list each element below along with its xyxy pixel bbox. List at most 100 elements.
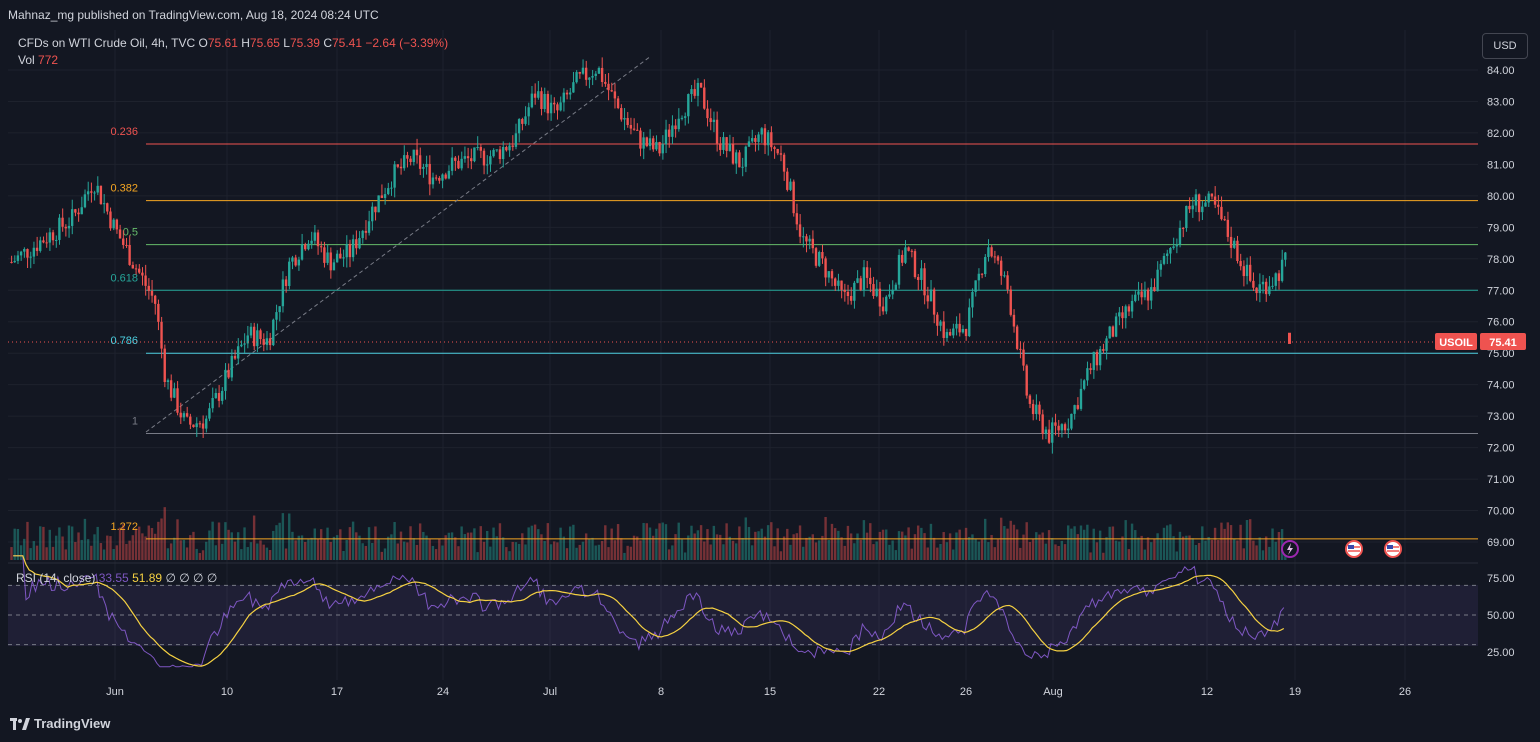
- tradingview-logo-icon: [10, 717, 30, 730]
- volume-bar: [332, 536, 336, 560]
- rsi-tick-label: 50.00: [1487, 610, 1515, 622]
- candle-body: [195, 423, 198, 428]
- volume-bar: [1165, 525, 1169, 560]
- volume-bar: [482, 541, 486, 560]
- candle-body: [367, 221, 371, 233]
- volume-bar: [763, 536, 767, 560]
- candle-body: [1197, 194, 1201, 213]
- volume-bar: [208, 530, 211, 560]
- volume-bar: [1248, 519, 1252, 560]
- candle-body: [1229, 236, 1233, 248]
- candle-body: [1124, 306, 1127, 319]
- candle-body: [1156, 269, 1159, 292]
- candle-body: [875, 288, 878, 296]
- candle-body: [377, 195, 380, 213]
- time-axis: Jun 10 17 24 Jul 8 15 22 26 Aug 12 19 26: [106, 686, 1411, 698]
- volume-bar: [805, 537, 808, 560]
- volume-bar: [35, 545, 39, 560]
- candle-body: [1073, 405, 1076, 414]
- candle-body: [182, 413, 186, 418]
- volume-bar: [537, 529, 540, 560]
- candle-body: [214, 393, 218, 399]
- volume-bar: [1150, 542, 1153, 560]
- volume-bar: [444, 535, 447, 560]
- volume-bar: [29, 548, 32, 560]
- candle-body: [731, 143, 735, 164]
- candle-body: [236, 346, 240, 359]
- volume-bar: [256, 543, 259, 560]
- volume-bars: [10, 507, 1287, 560]
- candle-body: [425, 163, 428, 168]
- volume-bar: [259, 540, 262, 560]
- candle-body: [476, 147, 479, 149]
- volume-bar: [198, 553, 202, 560]
- candle-body: [1268, 286, 1271, 295]
- candle-body: [1098, 349, 1102, 366]
- rsi-label: RSI (14, close): [16, 571, 96, 585]
- volume-bar: [147, 525, 150, 560]
- candle-body: [833, 278, 837, 286]
- candle-body: [99, 185, 103, 204]
- candle-body: [125, 244, 128, 246]
- price-tick-label: 76.00: [1487, 317, 1515, 329]
- volume-bar: [690, 525, 693, 560]
- volume-bar: [428, 539, 431, 560]
- candle-body: [265, 338, 269, 345]
- volume-bar: [559, 527, 562, 560]
- candle-body: [1271, 285, 1274, 287]
- currency-button[interactable]: USD: [1482, 33, 1528, 59]
- volume-label: Vol: [18, 53, 35, 67]
- candle-body: [42, 240, 45, 243]
- candle-body: [923, 268, 926, 296]
- lightning-icon[interactable]: [1281, 540, 1299, 558]
- volume-bar: [1175, 551, 1178, 560]
- candle-body: [1239, 261, 1242, 267]
- candle-body: [482, 150, 486, 166]
- high-label: H: [241, 36, 250, 50]
- volume-bar: [980, 539, 984, 560]
- candle-body: [300, 244, 304, 260]
- candle-body: [843, 289, 846, 292]
- candle-body: [1153, 287, 1156, 292]
- candle-body: [412, 149, 415, 163]
- candle-body: [153, 295, 157, 304]
- volume-bar: [463, 534, 467, 560]
- price-tick-label: 69.00: [1487, 537, 1515, 549]
- volume-bar: [757, 531, 760, 560]
- volume-bar: [696, 530, 700, 560]
- volume-bar: [1255, 545, 1258, 560]
- candle-body: [409, 158, 412, 163]
- volume-bar: [1239, 524, 1242, 560]
- time-tick-label: 17: [331, 686, 343, 698]
- volume-bar: [361, 543, 364, 560]
- candle-body: [677, 118, 680, 130]
- candle-body: [616, 98, 620, 109]
- candle-body: [492, 149, 495, 157]
- volume-bar: [849, 533, 853, 560]
- volume-bar: [1070, 528, 1073, 560]
- volume-bar: [897, 531, 901, 560]
- volume-bar: [1121, 536, 1124, 560]
- candle-body: [766, 132, 770, 146]
- candle-body: [1092, 351, 1095, 370]
- volume-bar: [553, 541, 556, 560]
- candle-body: [26, 249, 29, 258]
- volume-bar: [1067, 525, 1070, 560]
- volume-bar: [485, 530, 489, 560]
- candle-body: [438, 177, 441, 181]
- tradingview-logo[interactable]: TradingView: [10, 716, 110, 731]
- candle-body: [48, 232, 52, 243]
- us-flag-icon[interactable]: [1384, 540, 1402, 558]
- candle-body: [256, 330, 259, 347]
- volume-bar: [667, 549, 671, 560]
- volume-bar: [221, 543, 224, 560]
- volume-bar: [236, 532, 240, 560]
- candle-body: [1108, 326, 1111, 339]
- candle-body: [540, 91, 543, 109]
- volume-bar: [42, 526, 45, 560]
- candle-body: [719, 143, 722, 150]
- candle-body: [1054, 422, 1057, 426]
- candle-body: [380, 195, 384, 198]
- us-flag-icon[interactable]: [1345, 540, 1363, 558]
